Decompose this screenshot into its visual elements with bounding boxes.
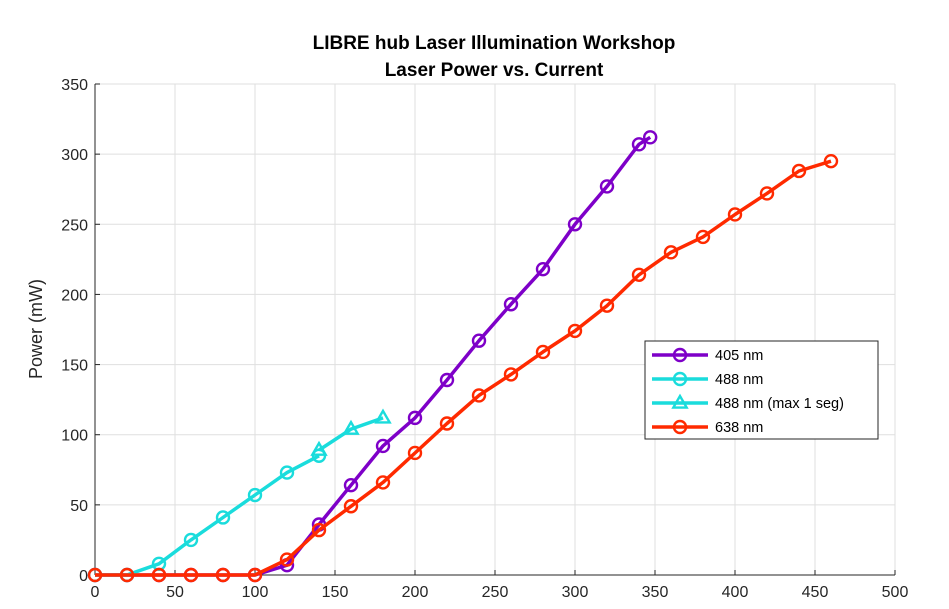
data-point — [215, 567, 231, 583]
data-point — [471, 388, 487, 403]
data-point — [375, 475, 391, 490]
chart-title: LIBRE hub Laser Illumination Workshop — [313, 33, 676, 54]
data-point — [87, 567, 103, 583]
data-point — [791, 163, 807, 179]
data-point — [310, 440, 328, 456]
x-tick-label: 200 — [402, 584, 429, 601]
data-point — [247, 567, 263, 583]
legend-marker — [672, 371, 688, 387]
data-point — [567, 217, 583, 232]
x-tick-label: 50 — [166, 584, 184, 601]
plot-area — [87, 130, 839, 583]
data-point — [343, 478, 359, 493]
data-point — [342, 419, 360, 435]
series-2 — [310, 408, 392, 456]
data-point — [119, 567, 135, 583]
data-point — [643, 130, 658, 145]
data-point — [535, 261, 551, 277]
legend-label: 638 nm — [715, 420, 763, 436]
series-3 — [87, 153, 839, 583]
x-tick-label: 100 — [242, 584, 269, 601]
y-axis-label: Power (mW) — [26, 279, 46, 379]
data-point — [215, 510, 231, 525]
y-tick-label: 100 — [61, 428, 88, 445]
data-point — [343, 499, 359, 514]
x-tick-label: 300 — [562, 584, 589, 601]
data-point — [247, 487, 263, 503]
y-tick-label: 250 — [61, 217, 88, 234]
legend-marker — [672, 419, 688, 435]
y-tick-label: 50 — [70, 498, 88, 515]
x-tick-label: 150 — [322, 584, 349, 601]
data-point — [375, 438, 391, 454]
x-tick-label: 350 — [642, 584, 669, 601]
data-point — [727, 207, 743, 222]
x-tick-label: 500 — [882, 584, 909, 601]
data-point — [407, 410, 423, 426]
x-tick-label: 450 — [802, 584, 829, 601]
data-point — [311, 522, 327, 538]
data-point — [759, 186, 775, 201]
data-point — [823, 153, 839, 169]
data-point — [279, 552, 295, 567]
data-point — [567, 323, 583, 339]
data-point — [535, 344, 551, 360]
data-point — [599, 298, 615, 313]
data-point — [407, 445, 423, 461]
data-point — [439, 372, 455, 388]
legend-label: 405 nm — [715, 348, 763, 364]
series-line — [318, 416, 384, 452]
data-point — [631, 137, 647, 152]
data-point — [503, 297, 519, 312]
legend-marker — [671, 393, 689, 409]
data-point — [695, 229, 711, 245]
data-point — [439, 416, 455, 431]
data-point — [183, 532, 199, 548]
y-tick-label: 300 — [61, 147, 88, 164]
chart-subtitle: Laser Power vs. Current — [385, 60, 604, 81]
y-tick-label: 150 — [61, 358, 88, 375]
data-point — [599, 179, 615, 194]
y-tick-label: 200 — [61, 287, 88, 304]
data-point — [151, 567, 167, 583]
legend-marker — [672, 347, 688, 363]
legend-label: 488 nm (max 1 seg) — [715, 396, 844, 412]
data-point — [471, 333, 487, 348]
data-point — [279, 465, 295, 480]
y-tick-label: 350 — [61, 77, 88, 94]
legend: 405 nm 488 nm 488 nm (max 1 seg) 638 nm — [644, 340, 879, 440]
tick-labels: 0 50 100 150 200 250 300 350 400 450 500 0 50 100 150 2… — [61, 77, 908, 601]
y-tick-label: 0 — [79, 568, 88, 585]
data-point — [503, 367, 519, 382]
data-point — [631, 267, 647, 282]
x-tick-label: 0 — [91, 584, 100, 601]
x-tick-label: 250 — [482, 584, 509, 601]
legend-label: 488 nm — [715, 372, 763, 388]
data-point — [374, 408, 392, 424]
x-tick-label: 400 — [722, 584, 749, 601]
data-point — [663, 245, 679, 260]
data-point — [183, 567, 199, 583]
